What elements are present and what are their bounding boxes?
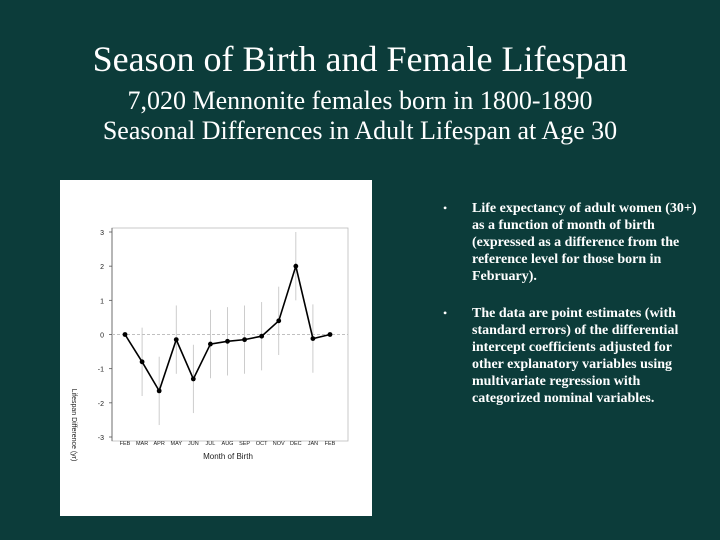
x-tick-label: OCT: [256, 441, 268, 447]
x-tick-label: FEB: [120, 441, 131, 447]
bullet-symbol: •: [443, 201, 448, 215]
data-point: [276, 318, 282, 324]
bullet-symbol: •: [443, 306, 448, 320]
x-tick-label: APR: [154, 441, 165, 447]
subtitle-line-1: 7,020 Mennonite females born in 1800-189…: [127, 86, 593, 115]
data-point: [122, 332, 128, 337]
x-axis-label: Month of Birth: [203, 452, 253, 461]
y-tick-label: 1: [100, 298, 104, 305]
bullet-text: The data are point estimates (with stand…: [472, 306, 679, 406]
data-point: [208, 341, 213, 347]
data-point: [242, 337, 247, 343]
bullet-item: • The data are point estimates (with sta…: [443, 305, 703, 407]
data-point: [139, 359, 145, 365]
x-tick-label: MAR: [136, 441, 148, 447]
slide-subtitle: 7,020 Mennonite females born in 1800-189…: [0, 86, 720, 146]
slide-title: Season of Birth and Female Lifespan: [92, 39, 628, 79]
data-point: [310, 336, 316, 341]
data-point: [293, 263, 299, 269]
lifespan-chart: 3 2 1 0 -1 -2 -3 FEB MAR APR MAY JUN JUL AUG SEP OCT NOV…: [70, 227, 349, 462]
y-tick-label: -1: [98, 367, 104, 374]
x-tick-label: JAN: [308, 441, 318, 447]
data-point: [225, 338, 230, 344]
subtitle-line-2: Seasonal Differences in Adult Lifespan a…: [102, 116, 618, 145]
y-tick-label: 2: [100, 264, 104, 271]
y-tick-label: -2: [98, 401, 104, 408]
y-tick-label: -3: [98, 435, 104, 442]
bullet-item: • Life expectancy of adult women (30+) a…: [443, 200, 703, 285]
x-tick-label: JUN: [188, 441, 199, 447]
x-tick-label: MAY: [170, 441, 182, 447]
data-point: [190, 376, 196, 382]
x-tick-label: DEC: [290, 441, 302, 447]
bullet-list: • Life expectancy of adult women (30+) a…: [443, 200, 703, 427]
bullet-text: Life expectancy of adult women (30+) as …: [472, 201, 697, 284]
x-tick-label: FEB: [325, 441, 336, 447]
y-axis-label: Lifespan Difference (yr): [70, 389, 77, 462]
data-point: [173, 337, 179, 343]
x-tick-label: SEP: [239, 441, 250, 447]
data-point: [259, 333, 265, 339]
data-point: [327, 332, 333, 337]
x-tick-label: NOV: [273, 441, 285, 447]
x-tick-label: AUG: [222, 441, 234, 447]
data-point: [156, 388, 162, 394]
y-tick-label: 0: [100, 333, 104, 340]
chart-panel: 3 2 1 0 -1 -2 -3 FEB MAR APR MAY JUN JUL AUG SEP OCT NOV…: [60, 180, 372, 516]
x-tick-label: JUL: [206, 441, 216, 447]
y-tick-label: 3: [100, 230, 104, 237]
